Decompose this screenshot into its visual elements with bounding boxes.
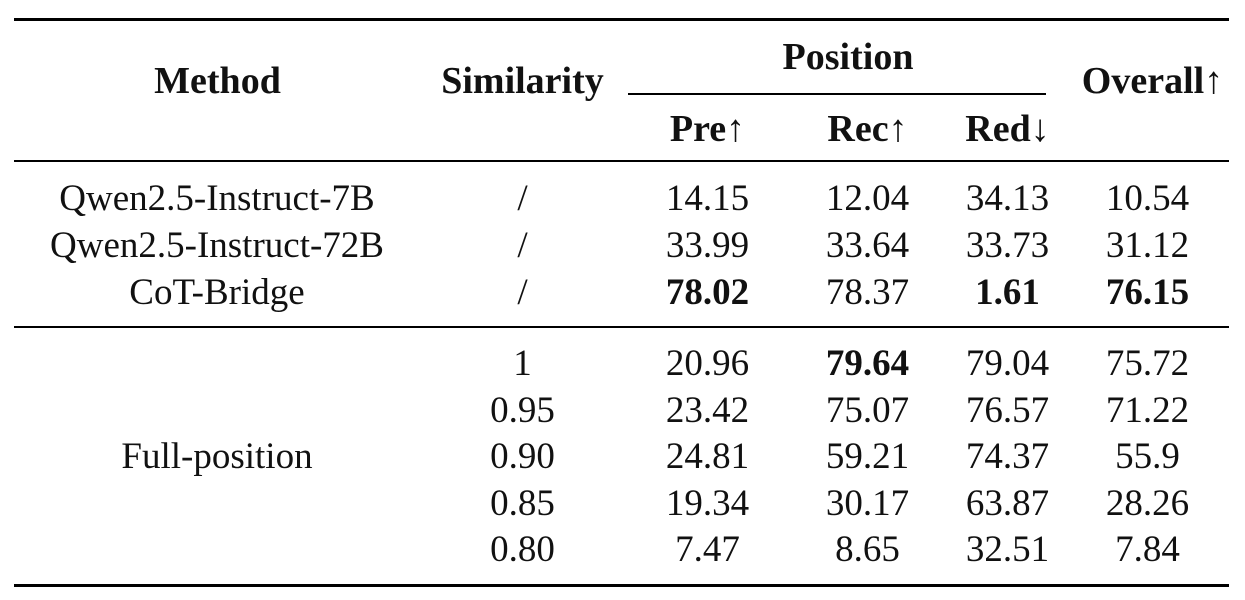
red-cell: 33.73 <box>965 225 1050 266</box>
pre-cell: 24.81 <box>665 436 750 477</box>
similarity-cell: / <box>517 272 528 313</box>
red-cell: 76.57 <box>965 390 1050 431</box>
overall-cell: 28.26 <box>1105 483 1190 524</box>
pre-cell: 33.99 <box>665 225 750 266</box>
rec-cell: 33.64 <box>825 225 910 266</box>
rec-cell: 12.04 <box>825 178 910 219</box>
pre-cell: 23.42 <box>665 390 750 431</box>
rec-cell: 75.07 <box>825 390 910 431</box>
header-pre: Pre↑ <box>669 108 746 150</box>
red-cell: 79.04 <box>965 343 1050 384</box>
pre-cell: 7.47 <box>675 529 740 570</box>
similarity-cell: / <box>517 178 528 219</box>
pre-cell-best: 78.02 <box>665 272 750 313</box>
red-cell: 63.87 <box>965 483 1050 524</box>
overall-cell: 10.54 <box>1105 178 1190 219</box>
header-red: Red↓ <box>965 108 1050 150</box>
header-rule <box>14 160 1229 162</box>
method-cell: Qwen2.5-Instruct-72B <box>50 225 384 266</box>
header-rec: Rec↑ <box>827 108 908 150</box>
rec-cell: 78.37 <box>825 272 910 313</box>
overall-cell: 31.12 <box>1105 225 1190 266</box>
overall-cell: 71.22 <box>1105 390 1190 431</box>
overall-cell: 75.72 <box>1105 343 1190 384</box>
red-cell: 32.51 <box>965 529 1050 570</box>
method-cell: Qwen2.5-Instruct-7B <box>59 178 375 219</box>
group-separator-rule <box>14 326 1229 328</box>
header-position: Position <box>782 36 914 78</box>
header-similarity: Similarity <box>441 60 604 102</box>
overall-cell-best: 76.15 <box>1105 272 1190 313</box>
similarity-cell: 0.95 <box>490 390 555 431</box>
top-rule <box>14 18 1229 21</box>
similarity-cell: / <box>517 225 528 266</box>
rec-cell: 30.17 <box>825 483 910 524</box>
similarity-cell: 1 <box>513 343 532 384</box>
pre-cell: 20.96 <box>665 343 750 384</box>
pre-cell: 14.15 <box>665 178 750 219</box>
similarity-cell: 0.80 <box>490 529 555 570</box>
similarity-cell: 0.90 <box>490 436 555 477</box>
rec-cell-best: 79.64 <box>825 343 910 384</box>
header-overall: Overall↑ <box>1081 60 1224 102</box>
pre-cell: 19.34 <box>665 483 750 524</box>
method-cell-full-position: Full-position <box>121 436 313 477</box>
overall-cell: 7.84 <box>1115 529 1180 570</box>
red-cell: 34.13 <box>965 178 1050 219</box>
rec-cell: 59.21 <box>825 436 910 477</box>
bottom-rule <box>14 584 1229 587</box>
overall-cell: 55.9 <box>1115 436 1180 477</box>
method-cell: CoT-Bridge <box>129 272 305 313</box>
similarity-cell: 0.85 <box>490 483 555 524</box>
red-cell-best: 1.61 <box>975 272 1040 313</box>
header-method: Method <box>154 60 281 102</box>
red-cell: 74.37 <box>965 436 1050 477</box>
rec-cell: 8.65 <box>835 529 900 570</box>
position-cmidrule <box>628 93 1046 95</box>
